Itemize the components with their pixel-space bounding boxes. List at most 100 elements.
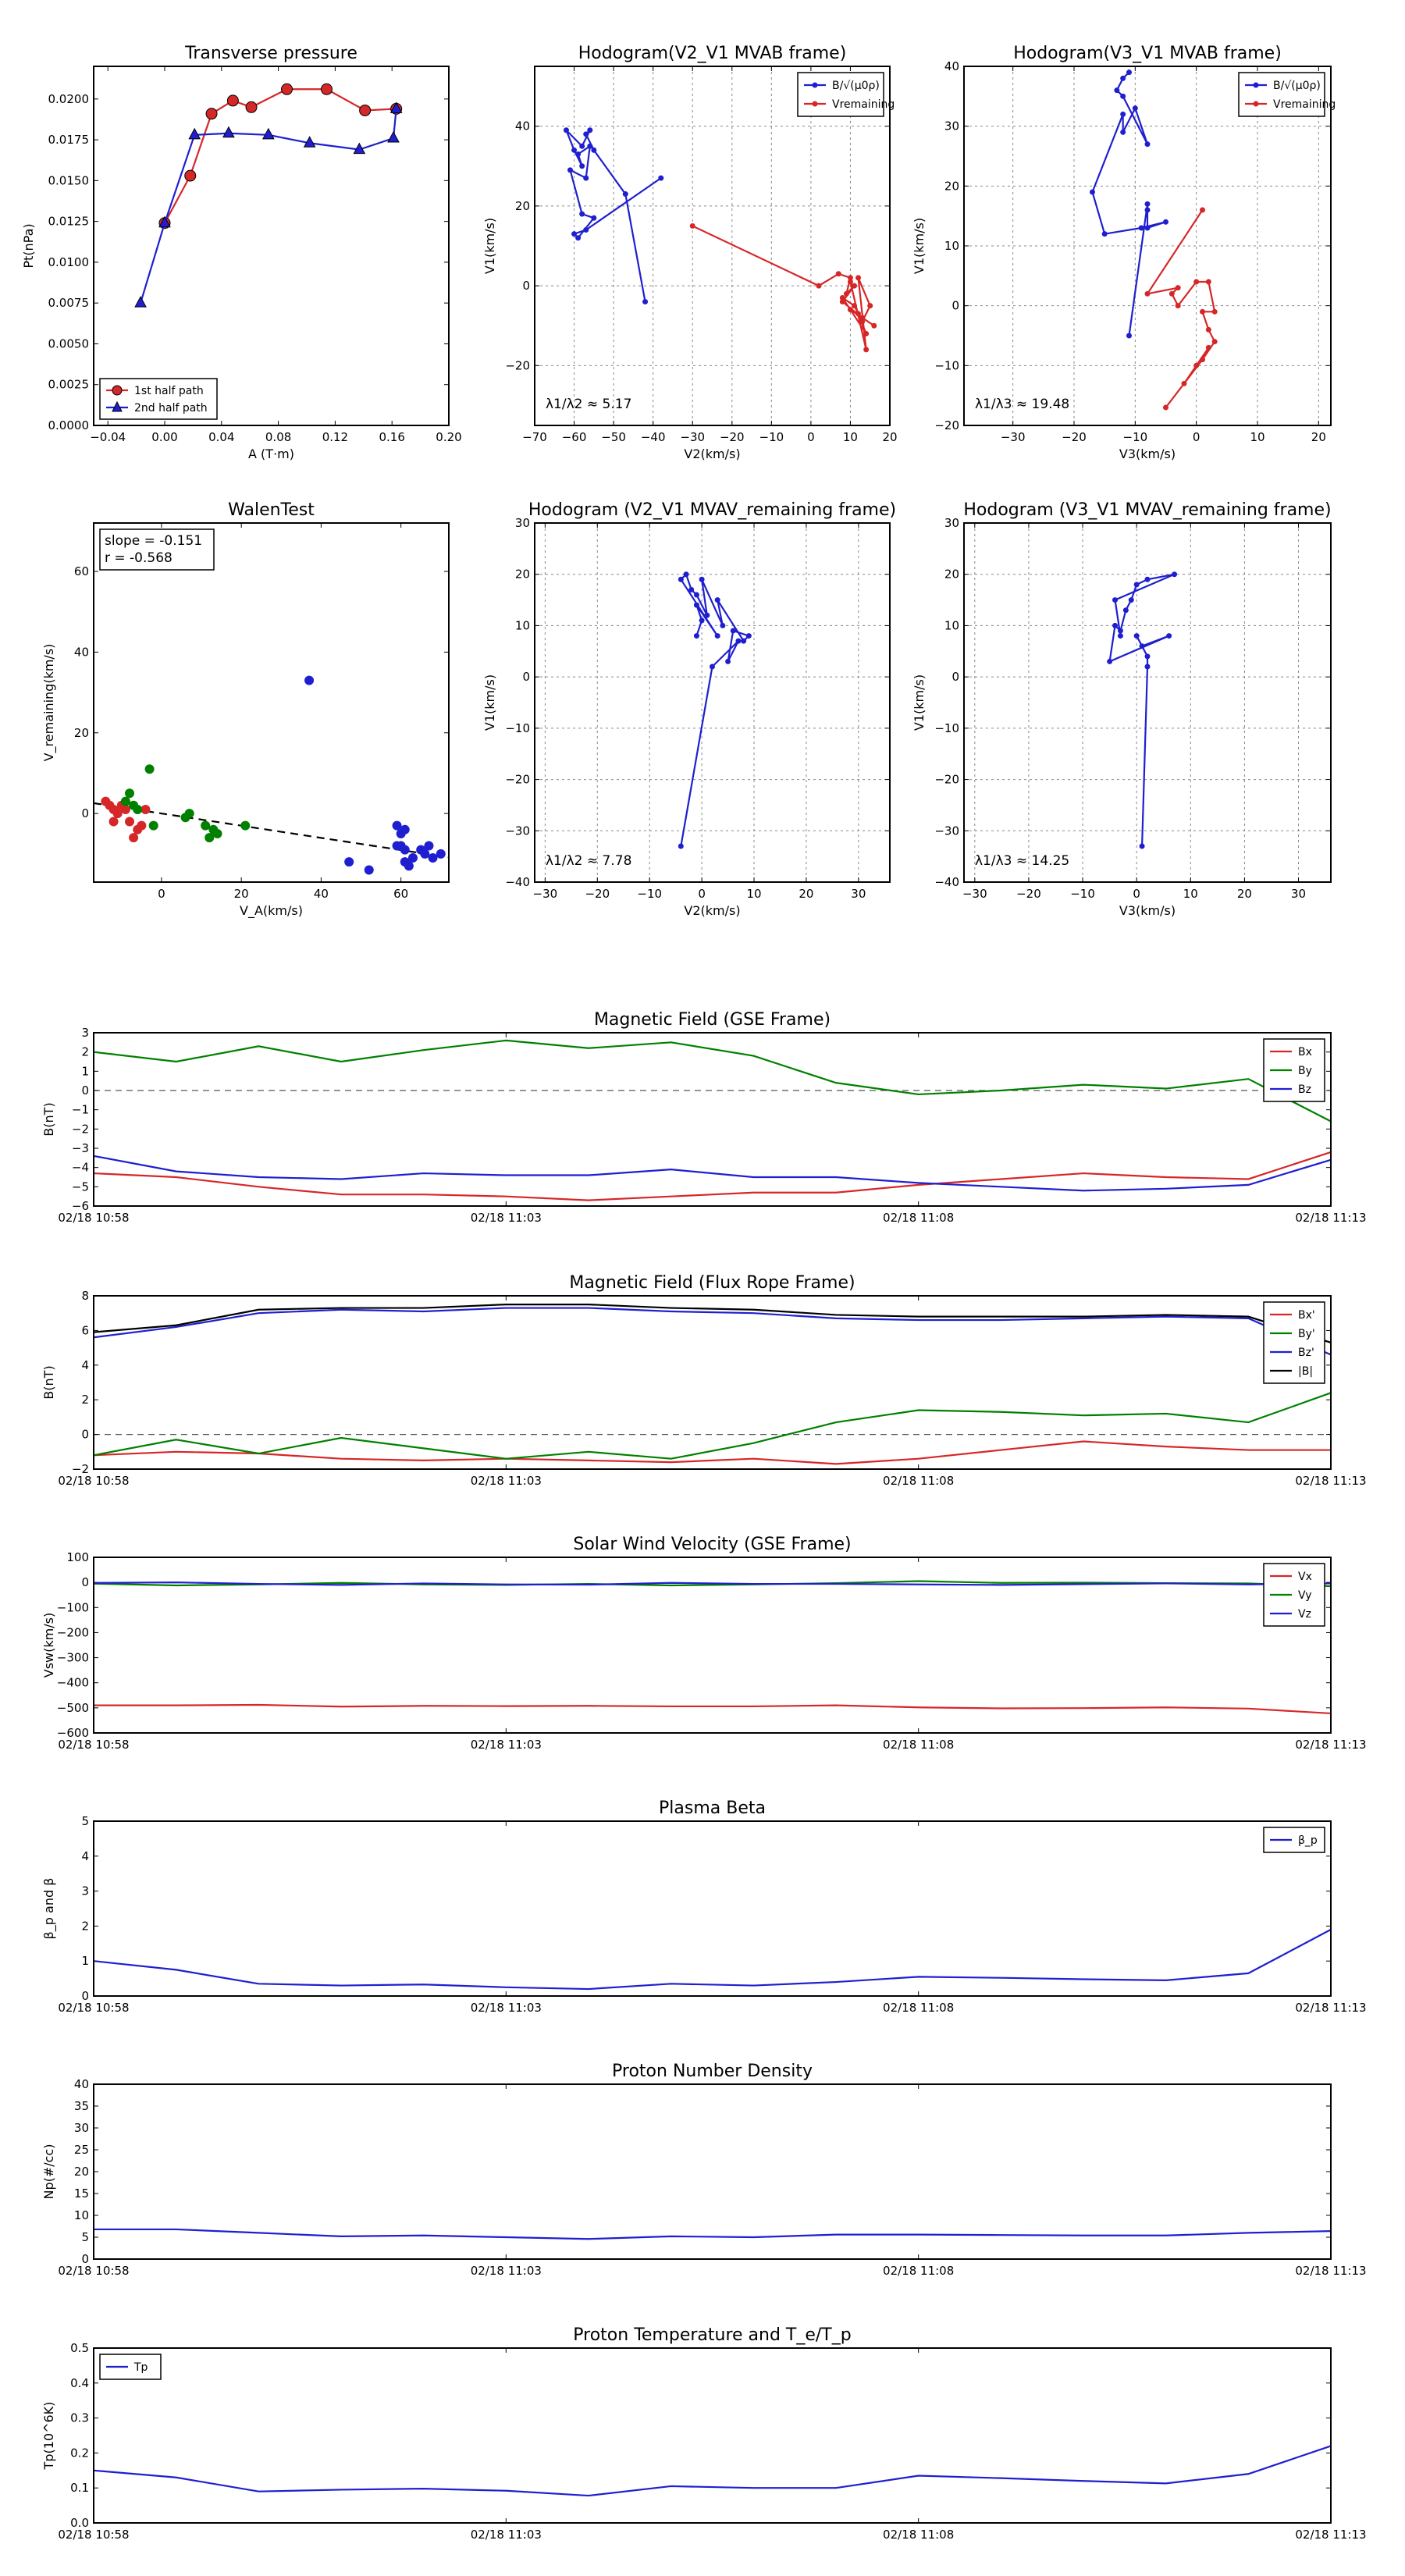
data-point (1133, 633, 1140, 639)
data-point (400, 845, 410, 855)
series-line-2 (94, 1582, 1331, 1586)
x-tick-label: 0 (807, 430, 815, 444)
y-tick-label: 6 (81, 1323, 89, 1337)
y-tick-label: 0.0100 (48, 255, 90, 269)
y-tick-label: 0.0000 (48, 418, 90, 432)
chart-title: Hodogram(V3_V1 MVAB frame) (1013, 44, 1282, 63)
annotation-text: λ1/λ2 ≈ 7.78 (546, 853, 631, 869)
data-point (839, 294, 845, 301)
data-point (1205, 279, 1211, 285)
legend-label: Vx (1298, 1571, 1312, 1583)
panel-transverse: Transverse pressure −0.04 0.00 0.04 0.08 0.12… (21, 44, 462, 461)
x-tick-label: 02/18 11:13 (1295, 2264, 1366, 2278)
y-tick-label: −20 (505, 358, 530, 372)
data-point (1126, 333, 1132, 339)
data-point (1144, 141, 1151, 148)
x-tick-label: 0 (1133, 887, 1140, 901)
x-tick-label: −60 (562, 430, 587, 444)
annotation-text: r = -0.568 (105, 550, 173, 566)
data-point (699, 576, 705, 582)
legend-label: Vremaining (832, 98, 895, 111)
y-tick-label: 4 (81, 1358, 89, 1372)
y-tick-label: −3 (72, 1141, 89, 1155)
y-tick-label: 0.3 (70, 2411, 89, 2425)
x-tick-label: 0 (698, 887, 706, 901)
data-point (1139, 843, 1145, 849)
series-line-1 (692, 225, 875, 350)
data-point (1166, 633, 1172, 639)
y-tick-label: 0.0050 (48, 336, 90, 350)
data-point (1144, 225, 1151, 231)
x-tick-label: −10 (759, 430, 784, 444)
series-line-0 (94, 1928, 1331, 1991)
x-tick-label: 20 (799, 887, 813, 901)
y-tick-label: 10 (944, 618, 959, 632)
x-tick-label: −20 (720, 430, 745, 444)
legend: B/√(μ0ρ) Vremaining (1238, 72, 1336, 117)
data-point (364, 865, 374, 875)
x-tick-label: 02/18 10:58 (58, 2264, 129, 2278)
legend-label: Bx (1298, 1046, 1312, 1059)
x-tick-label: −30 (1001, 430, 1026, 444)
data-point (867, 303, 873, 309)
data-point (693, 633, 699, 639)
data-point (436, 849, 446, 859)
data-point (188, 127, 201, 140)
y-axis-label: Vsw(km/s) (41, 1613, 56, 1678)
panel-bgse: Magnetic Field (GSE Frame) 02/18 10:58 02/… (41, 1010, 1367, 1225)
data-point (1211, 308, 1218, 315)
fit-line (94, 802, 449, 859)
data-point (1163, 219, 1168, 225)
y-tick-label: 30 (944, 119, 959, 133)
data-point (205, 108, 218, 120)
data-point (1200, 308, 1205, 315)
x-tick-label: 0.04 (208, 430, 234, 444)
series-line-0 (94, 1440, 1331, 1465)
panel-hodo4: Hodogram (V3_V1 MVAV_remaining frame) −30… (912, 500, 1332, 918)
data-point (407, 852, 418, 863)
y-tick-label: 0.0150 (48, 173, 90, 187)
data-point (148, 820, 158, 831)
legend-marker (812, 101, 818, 107)
data-point (245, 101, 258, 113)
y-tick-label: 0.1 (70, 2481, 89, 2495)
data-point (184, 169, 197, 182)
data-point (140, 804, 151, 814)
data-point (683, 571, 689, 578)
panel-hodo1: Hodogram(V2_V1 MVAB frame) −70 −60 −50 −40 −3… (482, 44, 898, 461)
y-tick-label: −100 (57, 1600, 89, 1614)
axes-frame (93, 2083, 1332, 2260)
data-point (1101, 231, 1108, 237)
data-point (1132, 105, 1138, 112)
data-point (108, 817, 119, 827)
chart-title: Magnetic Field (Flux Rope Frame) (569, 1273, 855, 1293)
chart-title: Magnetic Field (GSE Frame) (594, 1010, 831, 1030)
data-point (1175, 285, 1181, 291)
data-point (303, 136, 316, 148)
y-tick-label: 0 (522, 279, 530, 293)
legend: B/√(μ0ρ) Vremaining (797, 72, 895, 117)
y-axis-label: β_p and β (41, 1878, 57, 1940)
legend-label: Vz (1298, 1608, 1311, 1621)
y-tick-label: −400 (57, 1676, 89, 1690)
data-point (222, 126, 235, 138)
series-line-0 (1091, 71, 1166, 336)
data-point (575, 235, 582, 241)
legend-box (1238, 72, 1325, 117)
axes-frame (93, 66, 450, 426)
data-point (184, 809, 194, 819)
legend-label: 1st half path (134, 385, 204, 397)
x-tick-label: 10 (843, 430, 858, 444)
panel-hodo3: Hodogram (V2_V1 MVAV_remaining frame) −30… (482, 500, 896, 918)
data-point (563, 127, 569, 133)
chart-title: Proton Temperature and T_e/T_p (573, 2325, 851, 2345)
legend-label: B/√(μ0ρ) (1273, 80, 1321, 92)
annotation-text: λ1/λ3 ≈ 14.25 (975, 853, 1069, 869)
series-line-3 (94, 1303, 1331, 1343)
y-tick-label: −1 (72, 1103, 89, 1117)
x-tick-label: 02/18 11:03 (471, 1211, 542, 1225)
data-point (571, 231, 578, 237)
data-point (816, 283, 822, 289)
data-point (843, 290, 849, 297)
data-point (1175, 303, 1181, 309)
